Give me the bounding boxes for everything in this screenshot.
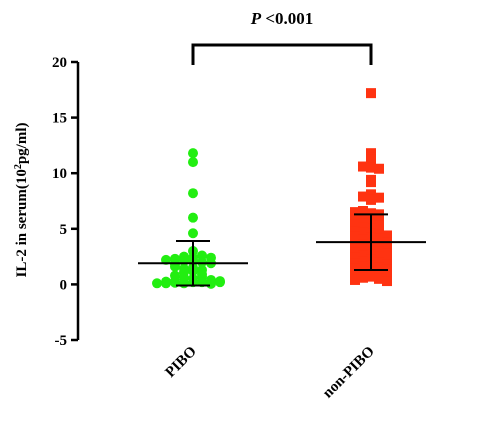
data-point-non-pibo: [366, 194, 376, 205]
data-point-non-pibo: [366, 189, 376, 200]
data-point-non-pibo: [374, 257, 384, 268]
y-tick-label: 10: [52, 166, 67, 182]
data-point-pibo: [188, 188, 198, 199]
data-point-non-pibo: [350, 258, 360, 269]
data-point-pibo: [179, 278, 189, 289]
data-point-non-pibo: [358, 256, 368, 267]
y-axis-title: IL-2 in serum(102pg/ml): [13, 122, 31, 277]
data-point-non-pibo: [350, 274, 360, 285]
data-point-non-pibo: [382, 242, 392, 253]
mean-sd-bars: [138, 213, 426, 287]
data-point-non-pibo: [350, 219, 360, 230]
data-point-non-pibo: [358, 161, 368, 172]
data-point-non-pibo: [358, 272, 368, 283]
y-axis-title-main: IL-2 in serum(10: [14, 169, 30, 277]
data-point-non-pibo: [350, 263, 360, 274]
data-point-non-pibo: [350, 226, 360, 237]
data-point-non-pibo: [382, 248, 392, 259]
data-point-non-pibo: [358, 227, 368, 238]
data-point-non-pibo: [374, 233, 384, 244]
y-tick-label: 15: [52, 111, 67, 127]
data-point-non-pibo: [358, 250, 368, 261]
data-point-pibo: [161, 278, 171, 289]
data-point-non-pibo: [382, 259, 392, 270]
data-point-pibo: [197, 257, 207, 268]
data-point-pibo: [188, 228, 198, 239]
p-value-italic: P: [250, 9, 262, 28]
y-axis-title-superscript: 2: [13, 164, 24, 169]
data-point-pibo: [188, 212, 198, 223]
data-point-non-pibo: [366, 88, 376, 99]
data-point-pibo: [188, 148, 198, 159]
y-tick-label: 20: [52, 55, 67, 71]
y-axis: -5 0 5 10 15 20: [52, 55, 80, 349]
data-point-non-pibo: [374, 262, 384, 273]
data-point-non-pibo: [358, 267, 368, 278]
data-point-pibo: [215, 277, 225, 288]
data-points: [152, 88, 392, 289]
data-point-non-pibo: [374, 212, 384, 223]
data-point-non-pibo: [382, 253, 392, 264]
data-point-non-pibo: [374, 251, 384, 262]
p-value-text: <0.001: [261, 9, 313, 28]
data-point-pibo: [188, 157, 198, 168]
data-point-pibo: [152, 278, 162, 289]
data-point-non-pibo: [374, 240, 384, 251]
significance-annotation: P <0.001: [191, 9, 373, 65]
data-point-non-pibo: [358, 206, 368, 217]
data-point-non-pibo: [350, 236, 360, 247]
data-point-non-pibo: [382, 230, 392, 241]
data-point-non-pibo: [350, 252, 360, 263]
data-point-non-pibo: [366, 266, 376, 277]
data-point-non-pibo: [350, 247, 360, 258]
y-tick-label: -5: [55, 333, 68, 349]
data-point-non-pibo: [366, 154, 376, 165]
data-point-non-pibo: [374, 273, 384, 284]
x-category-label: non-PIBO: [320, 344, 378, 402]
data-point-non-pibo: [374, 163, 384, 174]
data-point-non-pibo: [358, 191, 368, 202]
data-point-non-pibo: [366, 162, 376, 173]
data-point-pibo: [206, 252, 216, 263]
y-tick-label: 0: [60, 277, 68, 293]
y-tick-label: 5: [60, 222, 68, 238]
x-category-label: PIBO: [163, 344, 200, 381]
significance-bracket: [191, 43, 373, 65]
data-point-non-pibo: [382, 270, 392, 281]
data-point-non-pibo: [358, 261, 368, 272]
data-point-non-pibo: [374, 246, 384, 257]
data-point-pibo: [206, 278, 216, 289]
data-point-non-pibo: [374, 268, 384, 279]
p-value-label: P <0.001: [250, 9, 314, 28]
data-point-non-pibo: [374, 192, 384, 203]
data-point-non-pibo: [358, 244, 368, 255]
data-point-non-pibo: [358, 239, 368, 250]
x-axis-category-labels: PIBO non-PIBO: [163, 344, 378, 402]
y-axis-title-unit: pg/ml): [14, 122, 30, 164]
data-point-non-pibo: [350, 207, 360, 218]
data-point-non-pibo: [382, 276, 392, 287]
data-point-non-pibo: [366, 177, 376, 188]
data-point-non-pibo: [350, 241, 360, 252]
data-point-non-pibo: [350, 269, 360, 280]
data-point-non-pibo: [366, 271, 376, 282]
